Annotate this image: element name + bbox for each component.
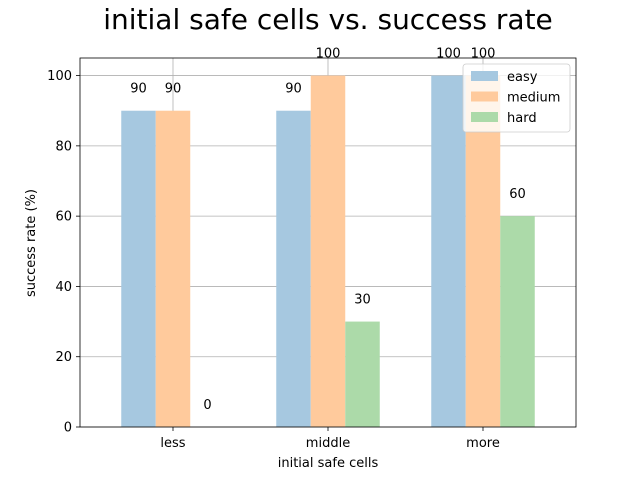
y-tick-label: 40: [55, 280, 72, 295]
data-label: 90: [285, 82, 302, 97]
legend-swatch: [471, 91, 498, 102]
plot-frame: [79, 57, 577, 428]
x-tick-label: less: [160, 436, 185, 451]
data-label: 60: [509, 187, 526, 202]
data-label: 30: [354, 293, 371, 308]
x-tick-label: middle: [306, 436, 350, 451]
x-tick-label: more: [466, 436, 500, 451]
y-tick-label: 20: [55, 350, 72, 365]
x-axis-label: initial safe cells: [278, 456, 379, 471]
bar: [121, 110, 156, 427]
bar: [500, 216, 535, 427]
data-label: 100: [471, 47, 496, 62]
bar: [431, 75, 466, 428]
legend-entry: easy: [507, 70, 538, 85]
y-tick-label: 80: [55, 139, 72, 154]
data-labels-layer: 90 90 100 90 100 100 0 30 60: [130, 47, 526, 413]
legend-swatch: [471, 112, 498, 122]
bar: [310, 75, 346, 428]
bar: [465, 75, 501, 428]
y-tick-label: 100: [47, 69, 72, 84]
legend-swatch: [471, 71, 498, 81]
axes-layer: 0 20 40 60 80 100 less middle more: [47, 57, 577, 451]
legend-entry: hard: [507, 111, 537, 126]
data-label: 90: [165, 82, 182, 97]
data-label: 100: [436, 47, 461, 62]
data-label: 90: [130, 82, 147, 97]
chart-title: initial safe cells vs. success rate: [103, 3, 553, 36]
data-label: 100: [316, 47, 341, 62]
legend: easy medium hard: [462, 63, 571, 133]
bar: [155, 110, 191, 427]
bars-layer: [121, 75, 535, 428]
y-axis-label: success rate (%): [24, 189, 39, 297]
legend-entry: medium: [507, 91, 560, 106]
data-label: 0: [203, 398, 211, 413]
bar: [345, 321, 380, 427]
y-tick-label: 60: [55, 210, 72, 225]
y-tick-label: 0: [64, 421, 72, 436]
bar: [276, 110, 311, 427]
